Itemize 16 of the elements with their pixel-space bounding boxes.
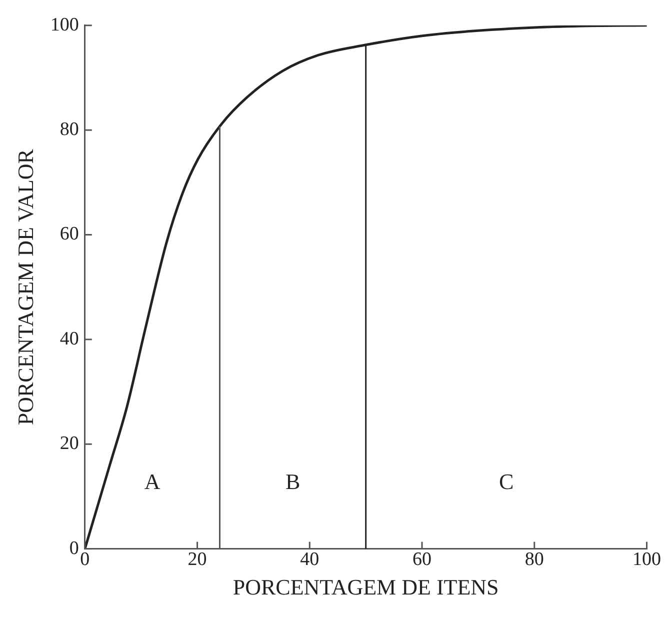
y-axis-title: PORCENTAGEM DE VALOR	[12, 148, 38, 426]
y-tick-label: 20	[60, 433, 79, 454]
x-axis-title: PORCENTAGEM DE ITENS	[232, 574, 499, 600]
x-tick-label: 20	[188, 549, 207, 570]
y-tick-label: 40	[60, 328, 79, 350]
x-tick-label: 60	[412, 549, 432, 570]
y-tick-label: 100	[50, 14, 79, 36]
y-tick-label: 60	[60, 224, 79, 245]
annotation: B	[285, 469, 300, 494]
annotation: A	[144, 469, 160, 494]
line-series	[84, 25, 647, 549]
x-tick-label: 40	[300, 549, 320, 570]
x-tick-label: 80	[524, 549, 544, 570]
annotation: C	[498, 469, 514, 494]
y-tick-label: 80	[60, 119, 79, 140]
x-tick-label: 100	[632, 549, 661, 570]
